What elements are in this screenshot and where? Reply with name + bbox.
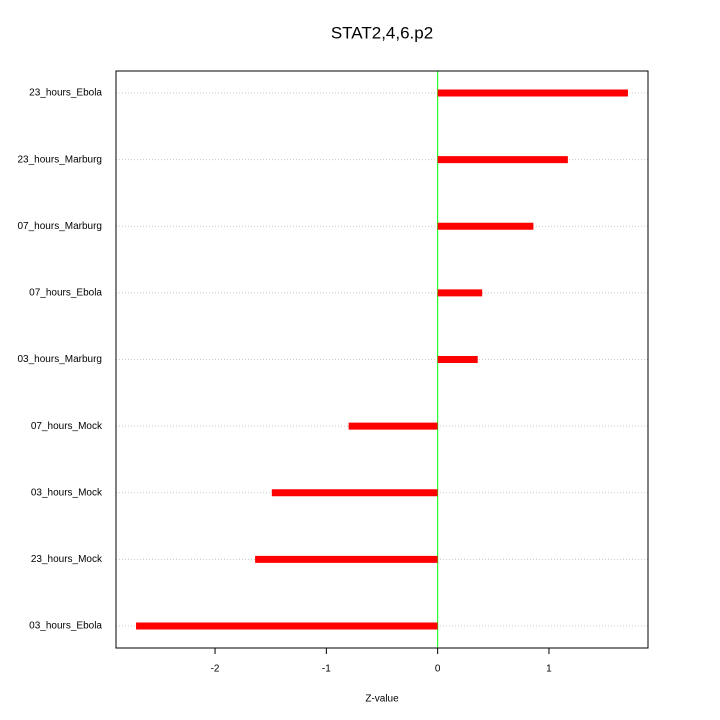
x-tick-label: -2 [211,664,220,675]
y-tick-label: 23_hours_Marburg [18,154,103,165]
y-tick-label: 07_hours_Ebola [29,288,102,299]
bar [437,222,534,230]
chart-title: STAT2,4,6.p2 [331,23,433,42]
plot-frame [115,70,649,649]
y-tick-label: 23_hours_Ebola [29,88,102,99]
y-tick-label: 07_hours_Mock [31,421,103,432]
x-tick-label: -1 [322,664,331,675]
bar [271,489,438,497]
y-tick-label: 07_hours_Marburg [18,221,103,232]
bar [136,622,438,630]
bar [437,356,478,363]
bar [437,156,568,164]
y-tick-label: 23_hours_Mock [31,554,103,565]
x-tick-label: 0 [435,664,441,675]
bar [437,289,483,297]
y-tick-label: 03_hours_Ebola [29,621,102,632]
bar [255,555,438,563]
bar [348,422,438,430]
x-axis-label: Z-value [365,694,399,705]
x-tick-label: 1 [546,664,552,675]
y-tick-label: 03_hours_Mock [31,487,103,498]
y-tick-label: 03_hours_Marburg [18,354,103,365]
bar [437,89,628,97]
